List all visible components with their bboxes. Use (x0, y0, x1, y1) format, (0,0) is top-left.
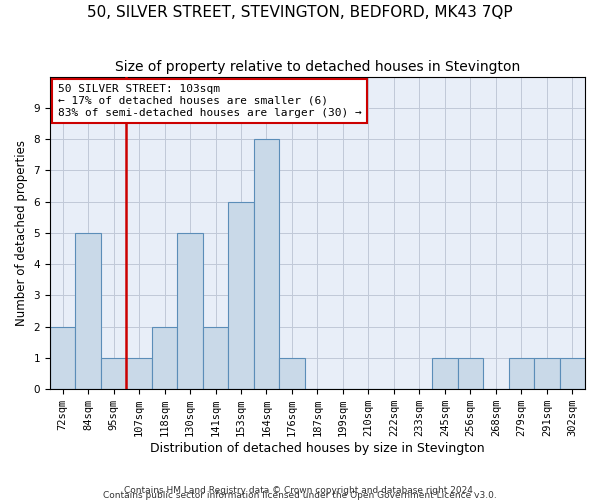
Bar (509, 358, 534, 389)
Y-axis label: Number of detached properties: Number of detached properties (15, 140, 28, 326)
Bar (432, 358, 458, 389)
Title: Size of property relative to detached houses in Stevington: Size of property relative to detached ho… (115, 60, 520, 74)
Bar (101, 358, 127, 389)
Text: Contains public sector information licensed under the Open Government Licence v3: Contains public sector information licen… (103, 491, 497, 500)
Bar (127, 358, 152, 389)
Bar (279, 358, 305, 389)
Text: 50 SILVER STREET: 103sqm
← 17% of detached houses are smaller (6)
83% of semi-de: 50 SILVER STREET: 103sqm ← 17% of detach… (58, 84, 362, 117)
Bar (152, 326, 178, 389)
Bar (254, 139, 279, 389)
X-axis label: Distribution of detached houses by size in Stevington: Distribution of detached houses by size … (150, 442, 485, 455)
Bar (458, 358, 483, 389)
Text: Contains HM Land Registry data © Crown copyright and database right 2024.: Contains HM Land Registry data © Crown c… (124, 486, 476, 495)
Text: 50, SILVER STREET, STEVINGTON, BEDFORD, MK43 7QP: 50, SILVER STREET, STEVINGTON, BEDFORD, … (87, 5, 513, 20)
Bar (178, 233, 203, 389)
Bar (560, 358, 585, 389)
Bar (203, 326, 228, 389)
Bar (50, 326, 76, 389)
Bar (228, 202, 254, 389)
Bar (76, 233, 101, 389)
Bar (534, 358, 560, 389)
